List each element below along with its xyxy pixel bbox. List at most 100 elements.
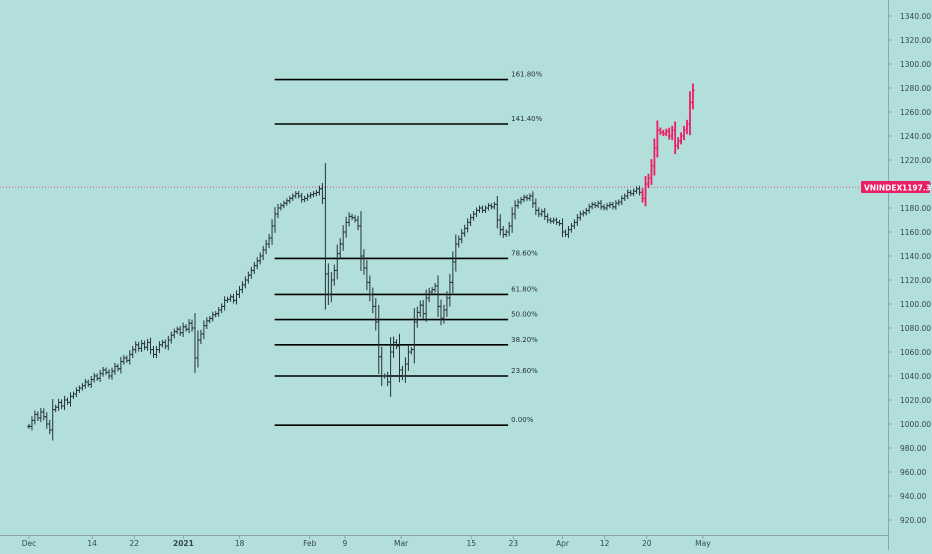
- ohlc-bar-58[interactable]: [198, 329, 203, 345]
- ohlc-bar-116[interactable]: [370, 287, 375, 314]
- ohlc-bar-65[interactable]: [219, 303, 224, 314]
- ohlc-bar-41[interactable]: [148, 337, 153, 355]
- ohlc-bar-174[interactable]: [542, 208, 547, 220]
- ohlc-bar-107[interactable]: [344, 216, 349, 238]
- ohlc-bar-109[interactable]: [350, 213, 355, 221]
- ohlc-bar-44[interactable]: [157, 341, 162, 354]
- ohlc-bar-139[interactable]: [438, 299, 443, 326]
- ohlc-bar-195[interactable]: [604, 203, 609, 211]
- ohlc-bar-192[interactable]: [596, 200, 601, 209]
- ohlc-bar-194[interactable]: [602, 204, 607, 211]
- ohlc-bar-125[interactable]: [397, 333, 402, 383]
- ohlc-bar-149[interactable]: [468, 214, 473, 226]
- ohlc-bar-80[interactable]: [264, 239, 269, 255]
- ohlc-bar-171[interactable]: [533, 198, 538, 216]
- ohlc-bar-57[interactable]: [195, 330, 200, 368]
- ohlc-bar-138[interactable]: [436, 275, 441, 318]
- ohlc-bar-206[interactable]: [637, 185, 642, 196]
- ohlc-bar-67[interactable]: [225, 296, 230, 303]
- ohlc-bar-29[interactable]: [112, 362, 117, 375]
- ohlc-bar-185[interactable]: [575, 214, 580, 226]
- ohlc-bar-131[interactable]: [415, 306, 420, 328]
- ohlc-bar-110[interactable]: [353, 215, 358, 223]
- ohlc-bar-128[interactable]: [406, 345, 411, 371]
- ohlc-bar-22[interactable]: [92, 372, 97, 383]
- ohlc-bar-152[interactable]: [477, 205, 482, 213]
- ohlc-bar-47[interactable]: [166, 335, 171, 351]
- ohlc-bar-168[interactable]: [524, 194, 529, 201]
- ohlc-bar-114[interactable]: [364, 260, 369, 291]
- ohlc-bar-220[interactable]: [679, 132, 684, 145]
- ohlc-bar-203[interactable]: [628, 189, 633, 197]
- ohlc-bar-95[interactable]: [308, 192, 313, 199]
- ohlc-bar-37[interactable]: [136, 341, 141, 352]
- ohlc-bar-6[interactable]: [44, 412, 49, 429]
- ohlc-bar-121[interactable]: [385, 371, 390, 387]
- price-axis[interactable]: 1340.00 1320.00 1300.00 1280.00 1260.00 1240.…: [888, 12, 931, 525]
- ohlc-bar-159[interactable]: [498, 214, 503, 236]
- ohlc-bar-218[interactable]: [673, 121, 678, 155]
- ohlc-bar-166[interactable]: [519, 197, 524, 205]
- ohlc-bar-85[interactable]: [278, 203, 283, 211]
- ohlc-bar-118[interactable]: [376, 304, 381, 374]
- ohlc-bar-200[interactable]: [619, 195, 624, 206]
- ohlc-bar-18[interactable]: [80, 383, 85, 391]
- ohlc-bar-204[interactable]: [631, 188, 636, 197]
- ohlc-bar-184[interactable]: [572, 219, 577, 230]
- ohlc-bar-175[interactable]: [545, 213, 550, 224]
- ohlc-bar-151[interactable]: [474, 207, 479, 218]
- ohlc-bar-14[interactable]: [68, 392, 73, 407]
- ohlc-bar-70[interactable]: [234, 290, 239, 305]
- ohlc-bar-140[interactable]: [441, 304, 446, 324]
- ohlc-bar-42[interactable]: [151, 346, 156, 358]
- ohlc-bar-170[interactable]: [530, 191, 535, 208]
- ohlc-bar-81[interactable]: [267, 233, 272, 249]
- ohlc-bar-193[interactable]: [599, 200, 604, 210]
- ohlc-bar-147[interactable]: [462, 224, 467, 237]
- ohlc-bar-222[interactable]: [685, 119, 690, 135]
- ohlc-bar-148[interactable]: [465, 218, 470, 233]
- ohlc-bar-45[interactable]: [160, 339, 165, 348]
- ohlc-bar-64[interactable]: [216, 306, 221, 317]
- ohlc-bar-162[interactable]: [507, 221, 512, 237]
- ohlc-bar-213[interactable]: [658, 127, 663, 135]
- ohlc-bar-214[interactable]: [661, 129, 666, 137]
- ohlc-bar-77[interactable]: [255, 257, 260, 270]
- ohlc-bar-191[interactable]: [593, 201, 598, 209]
- ohlc-bar-196[interactable]: [607, 201, 612, 209]
- ohlc-bar-187[interactable]: [581, 210, 586, 217]
- ohlc-bar-210[interactable]: [649, 159, 654, 185]
- ohlc-bar-144[interactable]: [453, 234, 458, 272]
- ohlc-bar-209[interactable]: [646, 173, 651, 189]
- ohlc-bar-183[interactable]: [569, 222, 574, 233]
- ohlc-bar-207[interactable]: [640, 188, 645, 203]
- ohlc-bar-79[interactable]: [261, 245, 266, 261]
- ohlc-bar-169[interactable]: [527, 193, 532, 201]
- ohlc-bar-160[interactable]: [501, 226, 506, 238]
- ohlc-bar-188[interactable]: [584, 207, 589, 216]
- ohlc-bar-216[interactable]: [667, 127, 672, 140]
- ohlc-bar-50[interactable]: [175, 326, 180, 335]
- ohlc-bar-176[interactable]: [548, 217, 553, 224]
- ohlc-bar-16[interactable]: [74, 387, 79, 398]
- ohlc-bar-69[interactable]: [231, 293, 236, 304]
- ohlc-bar-201[interactable]: [622, 193, 627, 201]
- price-bars[interactable]: [27, 83, 695, 441]
- ohlc-bar-33[interactable]: [124, 355, 129, 363]
- ohlc-bar-31[interactable]: [118, 356, 123, 374]
- ohlc-bar-78[interactable]: [258, 252, 263, 265]
- ohlc-bar-49[interactable]: [172, 328, 177, 339]
- ohlc-bar-51[interactable]: [178, 326, 183, 336]
- ohlc-bar-55[interactable]: [190, 319, 195, 332]
- ohlc-bar-20[interactable]: [86, 379, 91, 387]
- ohlc-bar-56[interactable]: [192, 313, 197, 373]
- ohlc-bar-129[interactable]: [409, 347, 414, 355]
- ohlc-bar-62[interactable]: [210, 311, 215, 322]
- ohlc-bar-199[interactable]: [616, 199, 621, 206]
- ohlc-bar-25[interactable]: [101, 366, 106, 377]
- ohlc-bar-103[interactable]: [332, 264, 337, 286]
- ohlc-bar-89[interactable]: [290, 193, 295, 201]
- ohlc-bar-146[interactable]: [459, 229, 464, 244]
- ohlc-bar-35[interactable]: [130, 346, 135, 358]
